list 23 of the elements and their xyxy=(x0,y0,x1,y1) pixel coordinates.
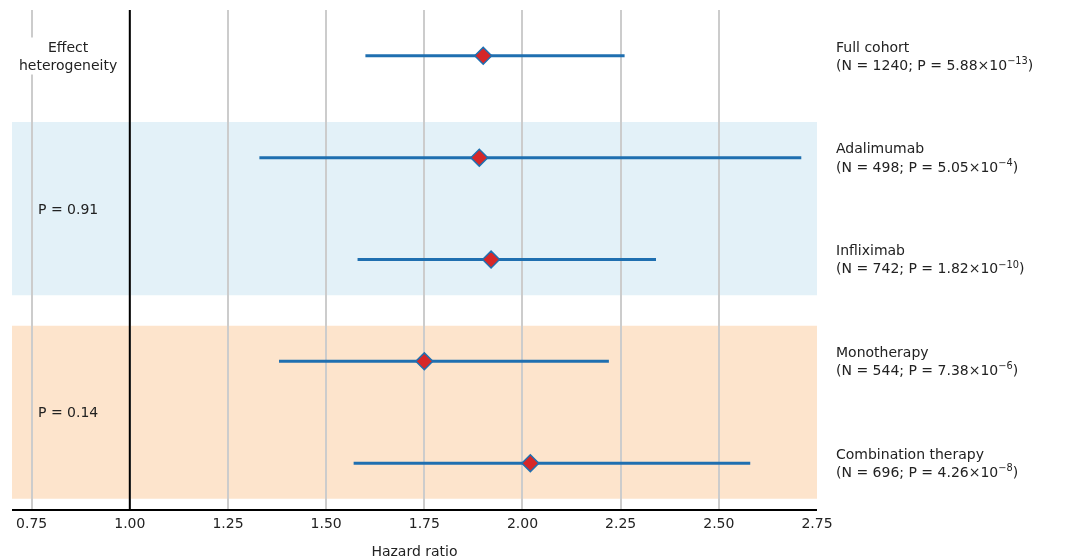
x-tick-label: 0.75 xyxy=(16,514,48,531)
x-tick-label: 1.50 xyxy=(310,514,342,531)
x-tick-label: 2.00 xyxy=(506,514,539,531)
point xyxy=(470,148,489,167)
point xyxy=(474,46,493,66)
y-tick-label: Adalimumab (N = 498; P = 5.05×10$^{−4}$) xyxy=(836,140,1019,175)
x-tick-label: 2.75 xyxy=(801,514,833,531)
band-label: P = 0.91 xyxy=(38,201,99,217)
y-tick-label: Monotherapy (N = 544; P = 7.38×10$^{−6}$) xyxy=(836,344,1019,379)
band-label: P = 0.14 xyxy=(38,404,99,420)
point xyxy=(521,453,540,473)
y-tick-label: Full cohort (N = 1240; P = 5.88×10$^{−13}$) xyxy=(836,38,1034,73)
point xyxy=(481,250,501,269)
x-tick-label: 2.50 xyxy=(703,514,735,531)
x-tick-label: 1.00 xyxy=(114,514,146,531)
x-tick-label: 1.25 xyxy=(212,514,244,531)
y-tick-label: Combination therapy (N = 696; P = 4.26×10$^{−8}$) xyxy=(836,445,1019,481)
x-axis-title: Hazard ratio xyxy=(371,543,458,559)
y-tick-label: Infliximab (N = 742; P = 1.82×10$^{−10}$) xyxy=(836,242,1025,277)
x-tick-label: 1.75 xyxy=(408,514,440,531)
x-tick-label: 2.25 xyxy=(605,514,637,531)
point xyxy=(415,352,434,371)
annotation: Effect heterogeneity xyxy=(19,39,118,74)
